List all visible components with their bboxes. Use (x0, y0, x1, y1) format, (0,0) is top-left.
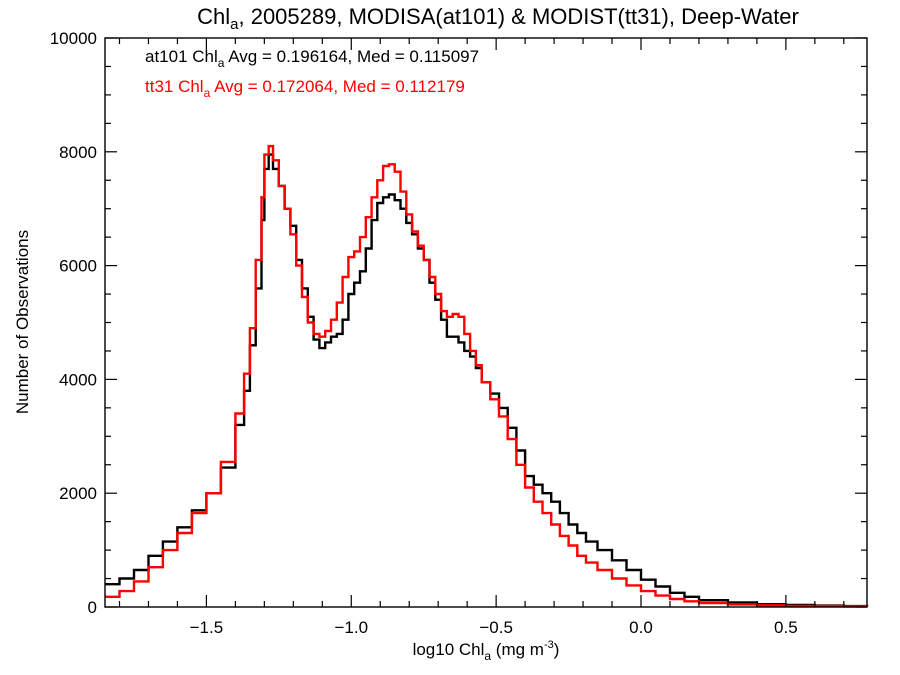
y-axis-label: Number of Observations (13, 230, 32, 414)
x-tick-label: −1.5 (190, 618, 224, 637)
legend-tt31-subscript: a (204, 86, 211, 100)
x-tick-label: 0.5 (774, 618, 798, 637)
y-tick-label: 4000 (59, 370, 97, 389)
legend-at101-suffix: Avg = 0.196164, Med = 0.115097 (224, 47, 479, 66)
tick-layer: −1.5 −1.0 −0.5 0.0 0.5 0 2000 4000 6000 8000 10000 (50, 29, 867, 637)
title-subscript: a (230, 16, 239, 33)
x-axis-label: log10 Chla (mg m-3) (413, 639, 560, 663)
legend-at101-prefix: at101 Chl (145, 47, 218, 66)
x-label-end: ) (554, 640, 560, 659)
series-layer (105, 144, 869, 608)
x-label-superscript: -3 (544, 639, 554, 651)
x-label-subscript: a (484, 649, 491, 663)
series-line-tt31 (105, 144, 869, 608)
legend-tt31-suffix: Avg = 0.172064, Med = 0.112179 (210, 77, 465, 96)
x-tick-label: −0.5 (479, 618, 513, 637)
y-tick-label: 10000 (50, 29, 97, 48)
y-tick-label: 0 (88, 598, 97, 617)
legend-at101-subscript: a (218, 56, 225, 70)
x-label-pre: log10 Chl (413, 640, 485, 659)
x-label-post: (mg m (491, 640, 544, 659)
legend-entry-at101: at101 Chla Avg = 0.196164, Med = 0.11509… (145, 47, 479, 70)
x-tick-label: −1.0 (334, 618, 368, 637)
y-tick-label: 6000 (59, 257, 97, 276)
chart-title: Chla, 2005289, MODISA(at101) & MODIST(tt… (197, 4, 799, 33)
y-tick-label: 2000 (59, 484, 97, 503)
y-tick-label: 8000 (59, 143, 97, 162)
legend-entry-tt31: tt31 Chla Avg = 0.172064, Med = 0.112179 (145, 77, 465, 100)
title-rest: , 2005289, MODISA(at101) & MODIST(tt31),… (238, 4, 798, 29)
x-tick-label: 0.0 (629, 618, 653, 637)
legend-tt31-prefix: tt31 Chl (145, 77, 204, 96)
title-base: Chl (197, 4, 230, 29)
